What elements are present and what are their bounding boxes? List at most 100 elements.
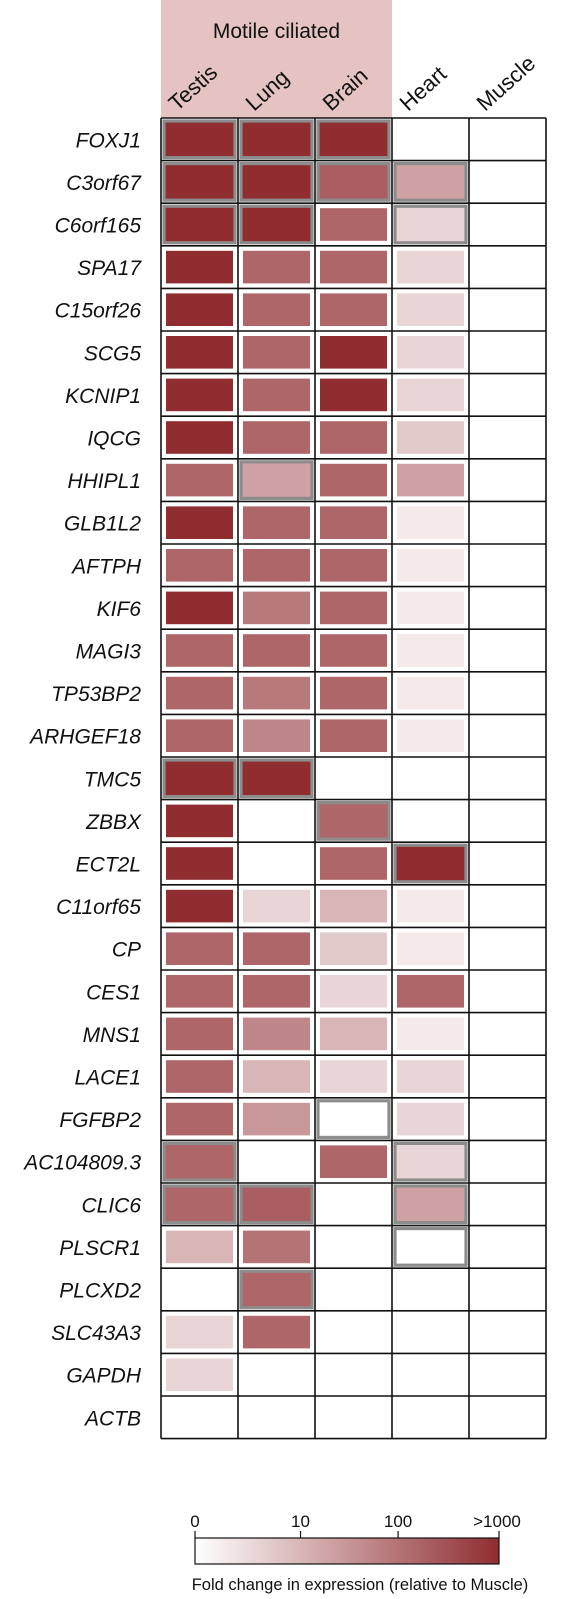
colorbar-tick-label: 100 (384, 1512, 412, 1531)
column-header-muscle: Muscle (472, 51, 541, 116)
cell-magi3-brain (320, 634, 387, 667)
row-label-hhipl1: HHIPL1 (67, 470, 141, 493)
row-label-aftph: AFTPH (70, 555, 142, 578)
cell-plcxd2-brain (320, 1273, 387, 1306)
cell-slc43a3-muscle (474, 1315, 541, 1349)
cell-plscr1-brain (320, 1230, 387, 1264)
cell-scg5-lung (243, 336, 310, 369)
cell-plcxd2-muscle (474, 1273, 541, 1306)
cell-tp53bp2-testis (166, 676, 233, 710)
row-label-cp: CP (112, 939, 141, 962)
row-label-ces1: CES1 (86, 981, 141, 1004)
cell-gapdh-muscle (474, 1358, 541, 1391)
cell-spa17-brain (320, 250, 387, 284)
cell-tmc5-brain (320, 762, 387, 795)
cell-hhipl1-brain (320, 463, 387, 497)
cell-scg5-heart (397, 336, 464, 369)
cell-kcnip1-brain (320, 378, 387, 412)
cell-zbbx-brain-highlighted (316, 800, 391, 841)
cell-aftph-heart (397, 549, 464, 582)
cell-cp-heart (397, 932, 464, 965)
row-label-tp53bp2: TP53BP2 (51, 683, 141, 706)
cell-c6orf165-muscle (474, 208, 541, 241)
column-header-heart: Heart (395, 61, 452, 116)
cell-clic6-heart-highlighted (393, 1184, 468, 1225)
cell-c3orf67-testis-highlighted (162, 162, 237, 202)
cell-plcxd2-heart (397, 1273, 464, 1306)
cell-kif6-lung (243, 591, 310, 625)
colorbar-tick-label: 10 (291, 1512, 310, 1531)
cell-lace1-testis (166, 1060, 233, 1093)
cell-tmc5-heart (397, 762, 464, 795)
cell-ect2l-lung (243, 847, 310, 880)
cell-tmc5-muscle (474, 762, 541, 795)
row-label-c6orf165: C6orf165 (55, 215, 142, 238)
cell-ces1-muscle (474, 975, 541, 1008)
cell-mns1-heart (397, 1017, 464, 1051)
cell-plscr1-testis (166, 1230, 233, 1264)
cell-kcnip1-heart (397, 378, 464, 412)
cell-scg5-testis (166, 336, 233, 369)
cell-slc43a3-brain (320, 1315, 387, 1349)
cell-mns1-brain (320, 1017, 387, 1051)
cell-tmc5-testis-highlighted (162, 758, 237, 799)
cell-mns1-muscle (474, 1017, 541, 1051)
cell-c3orf67-brain-highlighted (316, 162, 391, 202)
cell-actb-testis (166, 1401, 233, 1434)
cell-lace1-brain (320, 1060, 387, 1093)
cell-spa17-heart (397, 250, 464, 284)
row-label-actb: ACTB (83, 1407, 141, 1430)
row-label-gapdh: GAPDH (66, 1365, 142, 1388)
cell-clic6-brain (320, 1188, 387, 1221)
cell-kif6-muscle (474, 591, 541, 625)
cell-arhgef18-brain (320, 719, 387, 752)
cell-actb-brain (320, 1401, 387, 1434)
cell-spa17-lung (243, 250, 310, 284)
cell-kcnip1-muscle (474, 378, 541, 412)
cell-clic6-muscle (474, 1188, 541, 1221)
cell-gapdh-lung (243, 1358, 310, 1391)
cell-foxj1-muscle (474, 123, 541, 156)
row-label-plscr1: PLSCR1 (59, 1237, 141, 1260)
row-label-fgfbp2: FGFBP2 (59, 1109, 141, 1132)
cell-glb1l2-lung (243, 506, 310, 539)
cell-fgfbp2-muscle (474, 1102, 541, 1136)
cell-magi3-muscle (474, 634, 541, 667)
group-label: Motile ciliated (213, 20, 340, 43)
cell-aftph-muscle (474, 549, 541, 582)
cell-gapdh-heart (397, 1358, 464, 1391)
cell-tp53bp2-brain (320, 676, 387, 710)
cell-gapdh-testis (166, 1358, 233, 1391)
cell-glb1l2-testis (166, 506, 233, 539)
cell-scg5-muscle (474, 336, 541, 369)
cell-ces1-heart (397, 975, 464, 1008)
cell-foxj1-heart (397, 123, 464, 156)
row-label-spa17: SPA17 (77, 257, 142, 280)
cell-tp53bp2-heart (397, 676, 464, 710)
cell-c6orf165-brain (320, 208, 387, 241)
cell-fgfbp2-heart (397, 1102, 464, 1136)
cell-ect2l-brain (320, 847, 387, 880)
cell-c15orf26-lung (243, 293, 310, 326)
cell-c11orf65-testis (166, 889, 233, 923)
cell-glb1l2-brain (320, 506, 387, 539)
cell-plscr1-lung (243, 1230, 310, 1264)
cell-lace1-heart (397, 1060, 464, 1093)
cell-slc43a3-lung (243, 1315, 310, 1349)
cell-tp53bp2-lung (243, 676, 310, 710)
cell-tp53bp2-muscle (474, 676, 541, 710)
row-label-c3orf67: C3orf67 (66, 172, 142, 195)
row-label-zbbx: ZBBX (85, 811, 142, 834)
cell-mns1-lung (243, 1017, 310, 1051)
cell-actb-muscle (474, 1401, 541, 1434)
cell-ces1-brain (320, 975, 387, 1008)
cell-c6orf165-heart-highlighted (393, 204, 468, 245)
cell-hhipl1-lung-highlighted (239, 460, 314, 500)
cell-ac104809.3-lung (243, 1145, 310, 1178)
row-label-tmc5: TMC5 (84, 768, 141, 791)
cell-c3orf67-heart-highlighted (393, 162, 468, 202)
cell-clic6-lung-highlighted (239, 1184, 314, 1225)
row-label-scg5: SCG5 (84, 342, 142, 365)
cell-glb1l2-muscle (474, 506, 541, 539)
